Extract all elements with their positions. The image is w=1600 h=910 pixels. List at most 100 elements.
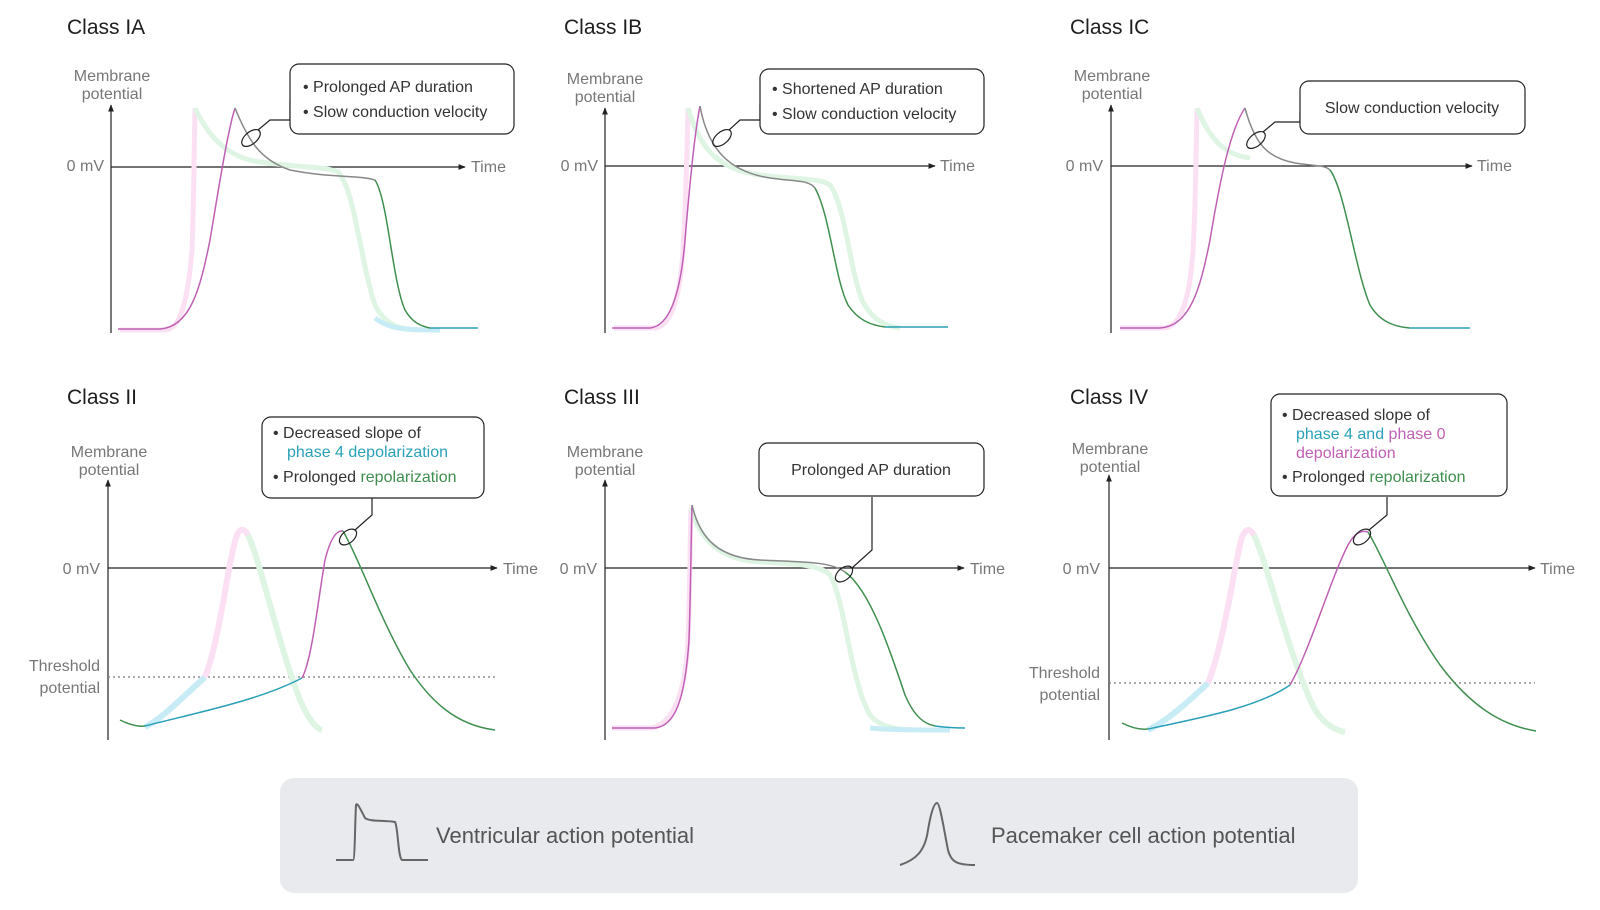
callout-leader-line (1262, 112, 1301, 133)
callout-line-2: phase 4 depolarization (287, 444, 448, 461)
callout-line-3: • Prolonged repolarization (1282, 469, 1466, 486)
ghost-phase4-curve (143, 674, 208, 730)
zero-mv-label: 0 mV (1063, 561, 1101, 578)
drug-phase4-curve (144, 677, 303, 727)
callout-target-ellipse (712, 128, 732, 148)
panel-class-ia: Class IA Membrane potential 0 mV Time • … (67, 16, 515, 333)
callout-box (261, 416, 485, 499)
y-axis-label-line2: potential (1082, 86, 1143, 103)
y-axis-label-line1: Membrane (74, 68, 151, 85)
callout-leader-line (257, 100, 291, 131)
ghost-depolarization-curve (614, 107, 691, 331)
drug-plateau-curve (691, 504, 846, 573)
panel-class-ib: Class IB Membrane potential 0 mV Time • … (561, 16, 985, 333)
drug-prior-repolarization-curve (1121, 722, 1149, 730)
time-label: Time (1540, 561, 1575, 578)
ghost-depolarization-curve (202, 526, 251, 679)
callout-box (758, 442, 985, 497)
ghost-repolarization-curve (1194, 107, 1251, 161)
panel-title: Class IA (67, 16, 145, 39)
time-label: Time (940, 158, 975, 175)
ghost-depolarization-curve (1120, 107, 1200, 331)
callout-leader-line (1368, 497, 1388, 531)
y-axis-label-line1: Membrane (567, 444, 644, 461)
drug-depolarization-curve (301, 530, 344, 679)
y-axis-label-line2: potential (82, 86, 143, 103)
zero-mv-label: 0 mV (1066, 158, 1104, 175)
callout-bullet-1: • Shortened AP duration (772, 81, 943, 98)
ventricular-ap-icon (336, 803, 428, 861)
time-label: Time (1477, 158, 1512, 175)
ghost-depolarization-curve (612, 507, 694, 731)
callout-box (1270, 393, 1508, 497)
callout-bullet-2: • Slow conduction velocity (772, 106, 956, 123)
y-axis-label-line2: potential (575, 89, 636, 106)
y-axis-label-line2: potential (79, 462, 140, 479)
ghost-resting-curve (869, 725, 951, 733)
callout-target-ellipse (241, 128, 261, 148)
y-axis-label-line1: Membrane (1074, 68, 1151, 85)
callout-bullet-2: • Slow conduction velocity (303, 104, 487, 121)
legend-panel (280, 778, 1358, 893)
callout-target-ellipse (1246, 130, 1266, 150)
drug-repolarization-curve (844, 571, 936, 727)
time-label: Time (471, 159, 506, 176)
panel-title: Class IC (1070, 16, 1149, 39)
panel-title: Class IV (1070, 386, 1148, 409)
drug-resting-curve (934, 725, 966, 729)
y-axis-label-line1: Membrane (71, 444, 148, 461)
drug-repolarization-curve (1367, 531, 1537, 732)
callout-line-2: phase 4 and phase 0 (1296, 426, 1446, 443)
time-label: Time (970, 561, 1005, 578)
pacemaker-ap-icon (899, 801, 976, 866)
callout-box (289, 63, 515, 135)
ghost-repolarization-curve (245, 533, 324, 733)
callout-line-1: • Decreased slope of (273, 425, 421, 442)
zero-mv-label: 0 mV (63, 561, 101, 578)
panel-class-ic: Class IC Membrane potential 0 mV Time Sl… (1066, 16, 1526, 333)
panel-title: Class III (564, 386, 640, 409)
ghost-repolarization-curve (685, 107, 901, 331)
callout-target-ellipse (1352, 528, 1372, 546)
panel-title: Class IB (564, 16, 642, 39)
ghost-repolarization-curve (1251, 533, 1346, 735)
callout-bullet-1: • Prolonged AP duration (303, 79, 473, 96)
zero-mv-label: 0 mV (561, 158, 599, 175)
callout-box (759, 68, 985, 135)
threshold-label-line1: Threshold (29, 658, 100, 675)
y-axis-label-line1: Membrane (567, 71, 644, 88)
drug-repolarization-curve (814, 187, 886, 328)
y-axis-label-line1: Membrane (1072, 441, 1149, 458)
ghost-repolarization-curve (192, 106, 421, 333)
panel-title: Class II (67, 386, 137, 409)
drug-prior-repolarization-curve (119, 719, 146, 727)
drug-phase4-curve (1147, 684, 1291, 730)
threshold-label-line2: potential (1040, 687, 1101, 704)
panel-class-iii: Class III Membrane potential 0 mV Time P… (560, 386, 1005, 740)
ghost-depolarization-curve (1205, 527, 1257, 685)
zero-mv-label: 0 mV (67, 158, 105, 175)
callout-line-2-cont: depolarization (1296, 445, 1396, 462)
callout-line-1: • Decreased slope of (1282, 407, 1430, 424)
callout-leader-line (728, 104, 761, 131)
callout-box (1299, 80, 1526, 135)
ghost-resting-curve (373, 315, 441, 333)
panel-class-iv: Class IV Membrane potential 0 mV Time Th… (1029, 386, 1575, 740)
drug-depolarization-curve (1120, 107, 1246, 329)
callout-text: Slow conduction velocity (1325, 100, 1499, 117)
ghost-repolarization-curve (688, 507, 921, 733)
drug-repolarization-curve (342, 530, 496, 731)
callout-target-ellipse (338, 528, 358, 546)
drug-depolarization-curve (612, 504, 693, 729)
y-axis-label-line2: potential (1080, 459, 1141, 476)
ghost-depolarization-curve (120, 107, 198, 333)
zero-mv-label: 0 mV (560, 561, 598, 578)
drug-depolarization-curve (118, 107, 236, 330)
drug-repolarization-curve (374, 179, 431, 329)
legend-ventricular-label: Ventricular action potential (436, 823, 694, 848)
drug-plateau-curve (1244, 107, 1331, 171)
threshold-label-line2: potential (40, 680, 101, 697)
callout-text: Prolonged AP duration (791, 462, 951, 479)
legend: Ventricular action potential Pacemaker c… (280, 778, 1358, 893)
